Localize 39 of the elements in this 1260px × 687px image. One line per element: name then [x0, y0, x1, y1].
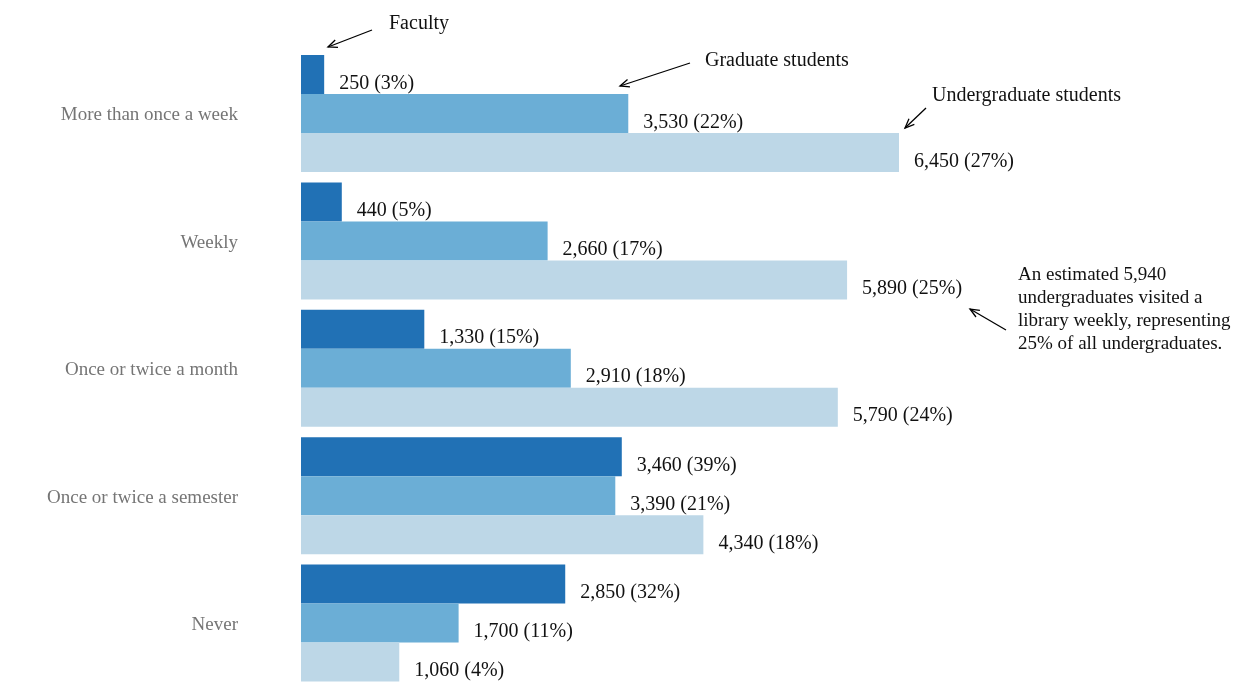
data-label: 2,910 (18%)	[585, 364, 686, 388]
data-label: 5,790 (24%)	[852, 403, 953, 427]
bar	[301, 476, 616, 516]
bar	[301, 348, 571, 388]
data-label: 3,390 (21%)	[630, 491, 731, 515]
bar	[301, 133, 899, 172]
data-label: 1,330 (15%)	[439, 325, 540, 349]
text: Undergraduate students	[932, 83, 1122, 106]
data-label: 2,850 (32%)	[580, 580, 681, 604]
bar	[301, 437, 622, 477]
bar	[301, 564, 566, 604]
bar	[301, 94, 629, 133]
data-label: 6,450 (27%)	[914, 148, 1014, 172]
bar	[301, 309, 425, 349]
data-label: 3,460 (39%)	[636, 452, 737, 476]
y-tick-label: Once or twice a month	[64, 358, 239, 380]
bar	[301, 55, 325, 94]
bar	[301, 182, 342, 222]
y-tick-label: Once or twice a semester	[47, 485, 239, 507]
data-label: 4,340 (18%)	[718, 530, 819, 554]
text: An estimated 5,940 undergraduates visited a library weekly, representing 25% of all undergraduates.	[1018, 262, 1232, 354]
data-label: 3,530 (22%)	[643, 109, 744, 133]
data-label: 2,660 (17%)	[562, 236, 663, 260]
bar	[301, 642, 400, 682]
bar	[301, 260, 848, 300]
data-label: 440 (5%)	[356, 197, 432, 221]
y-tick-label: More than once a week	[60, 103, 239, 125]
data-label: 1,060 (4%)	[414, 658, 505, 682]
data-label: 250 (3%)	[339, 70, 415, 94]
bar	[301, 603, 459, 643]
bar	[301, 515, 704, 555]
text: Graduate students	[705, 48, 850, 70]
text: Faculty	[389, 11, 449, 34]
y-tick-label: Weekly	[180, 230, 239, 252]
y-tick-label: Never	[191, 613, 239, 635]
data-label: 5,890 (25%)	[862, 275, 963, 299]
bar	[301, 221, 548, 261]
bar	[301, 387, 838, 427]
data-label: 1,700 (11%)	[473, 619, 573, 643]
